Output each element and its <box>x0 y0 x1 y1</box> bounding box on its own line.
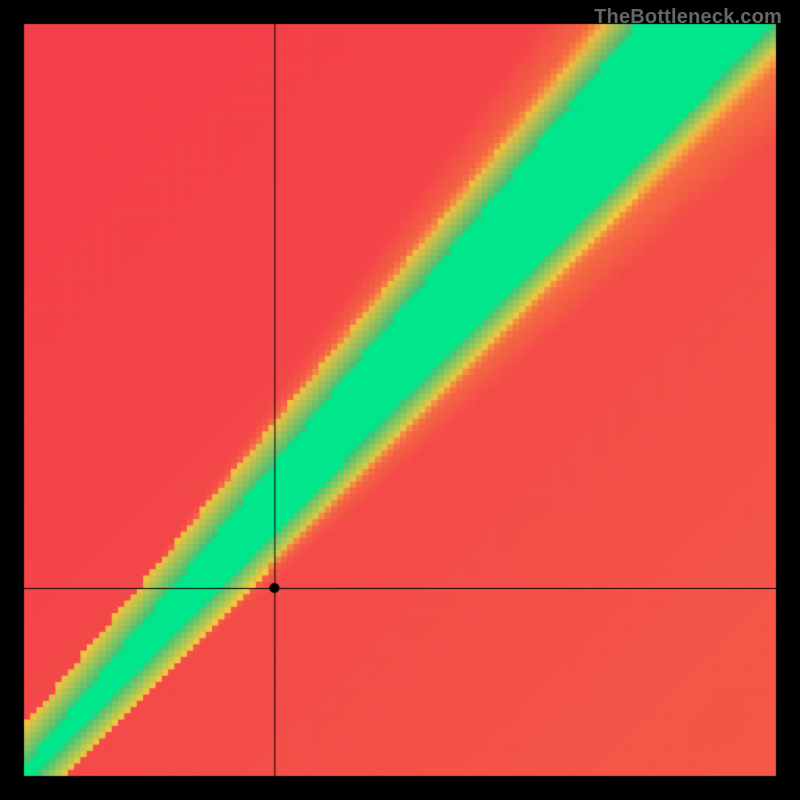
chart-container: { "watermark": { "text": "TheBottleneck.… <box>0 0 800 800</box>
watermark-text: TheBottleneck.com <box>594 6 782 29</box>
bottleneck-heatmap <box>0 0 800 800</box>
